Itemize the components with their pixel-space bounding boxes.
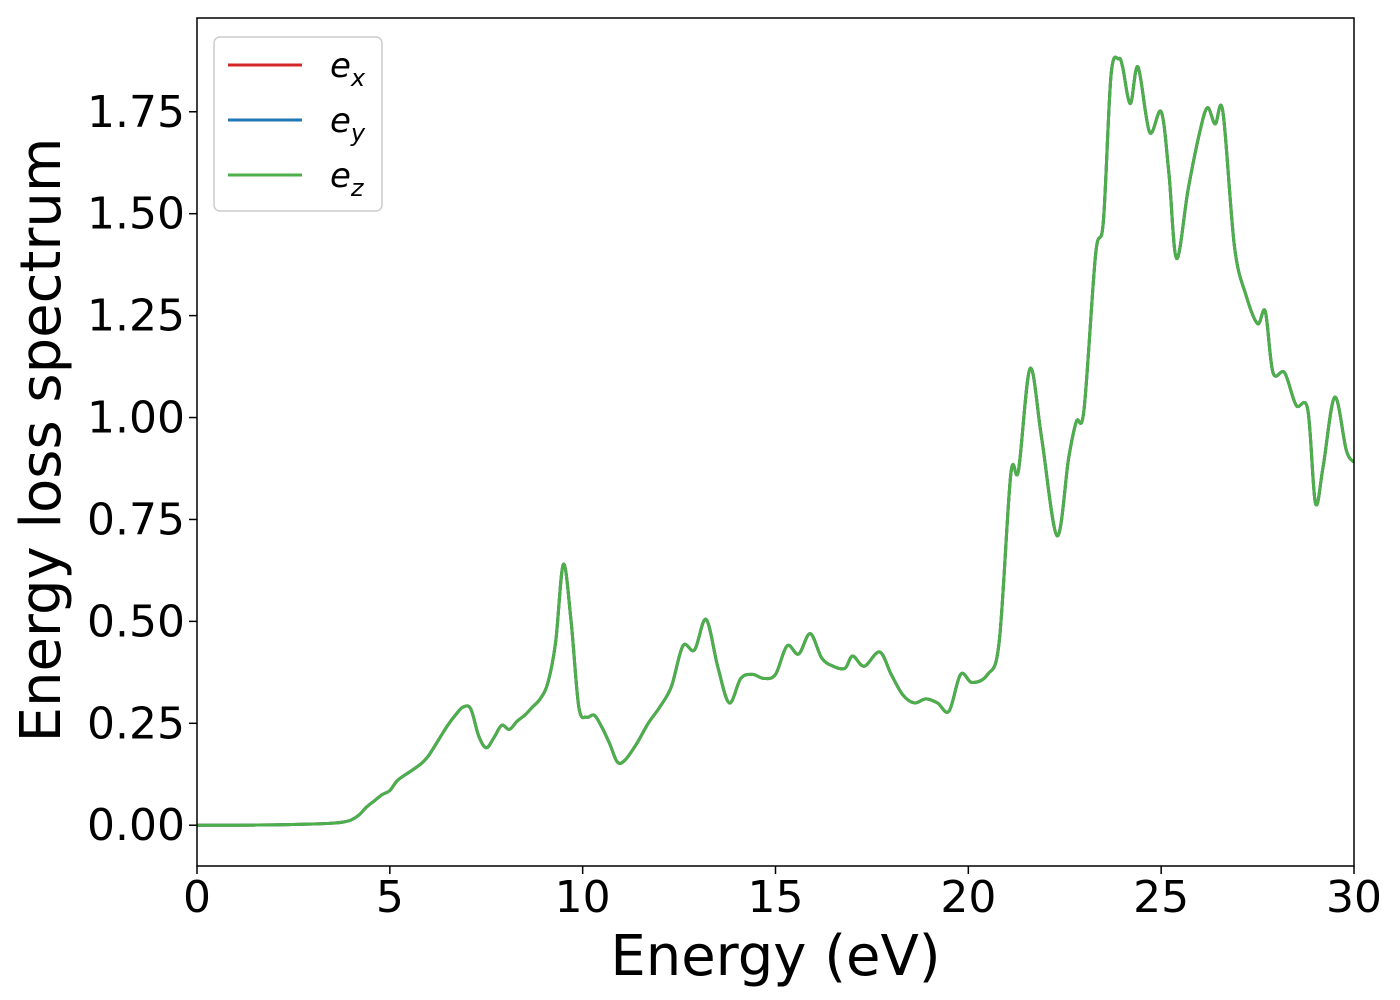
x-axis: 0 5 10 15 20 25 30 [183, 866, 1382, 923]
x-tick-label: 20 [940, 872, 996, 923]
legend-label-y: ey [330, 101, 366, 147]
series-line-e-z [197, 55, 1354, 827]
y-tick-label: 0.75 [87, 494, 185, 545]
y-tick-label: 0.50 [87, 596, 185, 647]
x-tick-label: 30 [1326, 872, 1382, 923]
plot-area [197, 18, 1354, 866]
y-axis-title: Energy loss spectrum [9, 138, 74, 743]
x-tick-label: 10 [555, 872, 611, 923]
legend-box [213, 36, 383, 212]
x-tick-label: 25 [1133, 872, 1189, 923]
x-axis-title: Energy (eV) [610, 924, 940, 989]
y-tick-label: 1.50 [87, 189, 185, 240]
legend-label-x: ex [330, 46, 366, 92]
x-tick-label: 5 [376, 872, 404, 923]
series-layer [197, 55, 1354, 827]
y-tick-label: 0.25 [87, 698, 185, 749]
y-tick-label: 1.75 [87, 87, 185, 138]
legend: ex ey ez [213, 36, 383, 212]
y-tick-label: 1.25 [87, 291, 185, 342]
x-tick-label: 15 [748, 872, 804, 923]
legend-label-z: ez [330, 156, 365, 202]
y-axis: 0.00 0.25 0.50 0.75 1.00 1.25 1.50 1.75 [87, 87, 197, 851]
x-tick-label: 0 [183, 872, 211, 923]
y-tick-label: 1.00 [87, 393, 185, 444]
y-tick-label: 0.00 [87, 800, 185, 851]
